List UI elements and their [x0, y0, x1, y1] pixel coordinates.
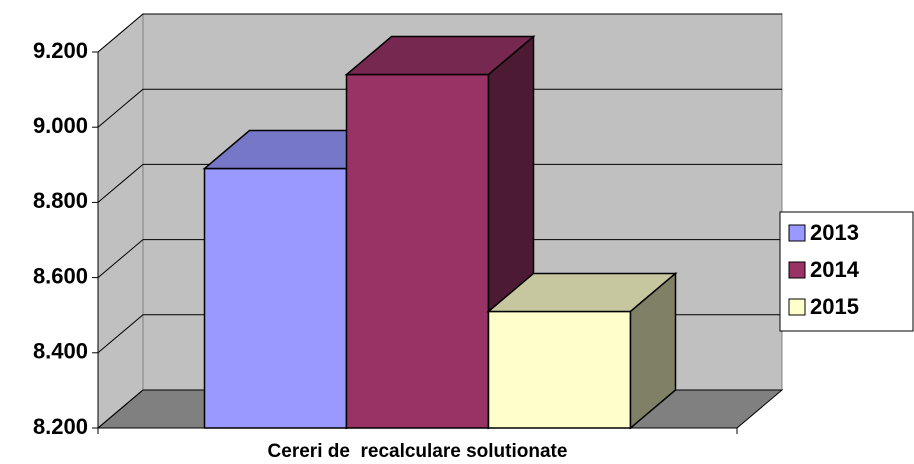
x-tick-label: Cereri de recalculare solutionate	[268, 441, 568, 462]
bar	[345, 73, 490, 429]
grid-line	[97, 163, 782, 203]
bar	[203, 167, 348, 429]
legend-swatch	[788, 298, 806, 316]
y-tick-label: 9.000	[33, 113, 88, 138]
bar-side	[629, 271, 677, 430]
legend-label: 2014	[810, 257, 860, 282]
grid-line	[97, 13, 782, 53]
y-tick-label: 8.800	[33, 188, 88, 213]
legend-swatch	[788, 261, 806, 279]
y-tick-label: 8.400	[33, 339, 88, 364]
legend-label: 2013	[810, 220, 859, 245]
legend-swatch	[788, 224, 806, 242]
grid-line	[97, 88, 782, 128]
bar	[487, 310, 632, 429]
y-tick-label: 8.200	[33, 414, 88, 439]
grid-line	[97, 239, 782, 278]
side-wall	[97, 12, 144, 430]
legend-label: 2015	[810, 294, 859, 319]
y-tick-label: 8.600	[33, 263, 88, 288]
y-tick-label: 9.200	[33, 38, 88, 63]
